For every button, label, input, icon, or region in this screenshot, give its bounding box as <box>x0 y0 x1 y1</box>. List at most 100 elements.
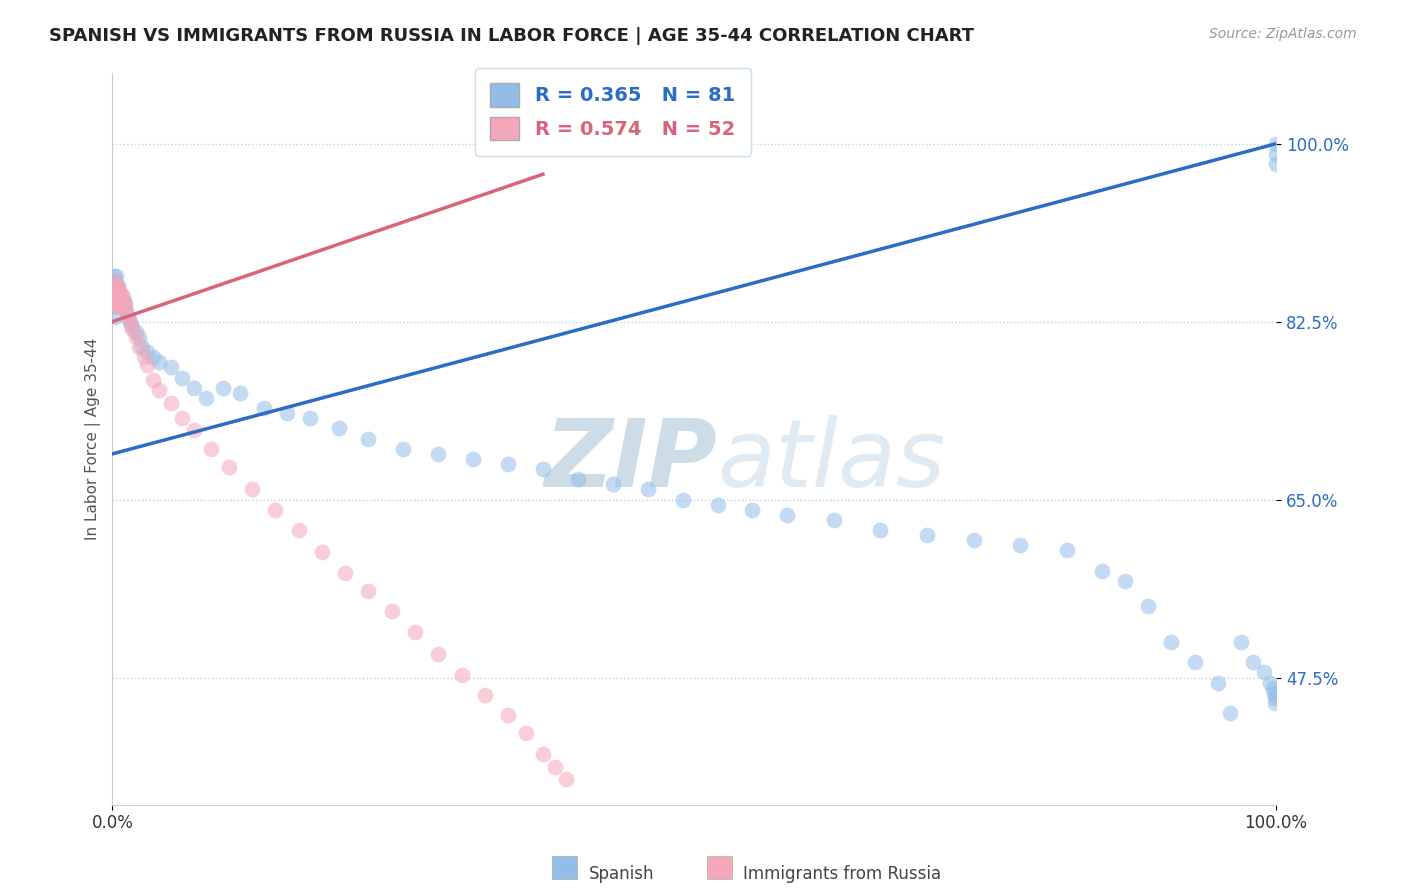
Point <box>114 297 136 311</box>
Point <box>108 286 131 301</box>
Point <box>357 584 380 599</box>
Point <box>104 300 127 314</box>
Point <box>1264 696 1286 710</box>
Point <box>110 287 132 301</box>
Point <box>1265 157 1288 171</box>
Point <box>496 708 519 723</box>
Point <box>103 289 125 303</box>
Point <box>159 396 181 410</box>
Point <box>132 351 155 365</box>
Point <box>105 294 128 309</box>
Point <box>105 279 128 293</box>
Point <box>159 360 181 375</box>
Point <box>212 381 235 395</box>
Point <box>117 310 139 324</box>
Point <box>104 284 127 298</box>
Point <box>1265 136 1288 151</box>
Point <box>240 483 263 497</box>
Point <box>1206 675 1229 690</box>
Text: SPANISH VS IMMIGRANTS FROM RUSSIA IN LABOR FORCE | AGE 35-44 CORRELATION CHART: SPANISH VS IMMIGRANTS FROM RUSSIA IN LAB… <box>49 27 974 45</box>
Point <box>104 284 127 298</box>
Point <box>148 383 170 397</box>
Point <box>104 296 127 310</box>
Point <box>136 345 159 359</box>
Y-axis label: In Labor Force | Age 35-44: In Labor Force | Age 35-44 <box>86 337 101 540</box>
Point <box>1090 564 1112 578</box>
Point <box>105 284 128 298</box>
Point <box>357 432 380 446</box>
Point <box>111 297 134 311</box>
Point <box>125 330 148 344</box>
Point <box>602 477 624 491</box>
Point <box>1253 665 1275 680</box>
Point <box>111 296 134 310</box>
Text: Spanish: Spanish <box>588 865 654 883</box>
Point <box>706 498 728 512</box>
Point <box>105 289 128 303</box>
Point <box>112 296 135 310</box>
Text: Source: ZipAtlas.com: Source: ZipAtlas.com <box>1209 27 1357 41</box>
Point <box>264 503 287 517</box>
Point <box>299 411 322 425</box>
Point <box>276 406 298 420</box>
Point <box>142 351 165 365</box>
Point <box>1114 574 1136 588</box>
Point <box>567 472 589 486</box>
Point <box>253 401 276 416</box>
Point <box>107 284 129 298</box>
Point <box>1241 656 1264 670</box>
Point <box>103 289 125 303</box>
Point <box>107 279 129 293</box>
Point <box>112 294 135 309</box>
Point <box>1184 656 1206 670</box>
Point <box>496 457 519 471</box>
Point <box>121 322 143 336</box>
Point <box>1010 538 1032 552</box>
Point <box>404 624 426 639</box>
Point <box>111 289 134 303</box>
Point <box>543 760 565 774</box>
Point <box>311 545 333 559</box>
Point <box>637 483 659 497</box>
Point <box>531 462 554 476</box>
Point <box>474 688 496 702</box>
Point <box>328 421 350 435</box>
Point <box>741 503 763 517</box>
Point <box>515 726 537 740</box>
Text: Immigrants from Russia: Immigrants from Russia <box>742 865 941 883</box>
Point <box>107 281 129 295</box>
Point <box>229 385 252 400</box>
Point <box>218 460 240 475</box>
Point <box>108 300 131 314</box>
Point <box>131 340 153 354</box>
Point <box>194 391 217 405</box>
Point <box>110 294 132 309</box>
Point <box>869 523 891 537</box>
Point <box>104 300 127 314</box>
Point <box>962 533 984 548</box>
Point <box>172 411 194 425</box>
Point <box>1261 681 1284 695</box>
Point <box>1263 686 1285 700</box>
Point <box>104 279 127 293</box>
Point <box>672 492 695 507</box>
Point <box>118 315 141 329</box>
Point <box>463 452 485 467</box>
Point <box>1265 147 1288 161</box>
Point <box>108 289 131 303</box>
Point <box>381 605 404 619</box>
Point <box>104 310 127 324</box>
Point <box>125 325 148 339</box>
Point <box>105 281 128 295</box>
Point <box>287 523 309 537</box>
Point <box>1056 543 1078 558</box>
Point <box>114 301 136 316</box>
Point <box>183 424 205 438</box>
Point <box>107 300 129 314</box>
Point <box>427 647 450 661</box>
Point <box>108 300 131 314</box>
Point <box>200 442 222 456</box>
Point <box>148 355 170 369</box>
Point <box>118 315 141 329</box>
Point <box>427 447 450 461</box>
